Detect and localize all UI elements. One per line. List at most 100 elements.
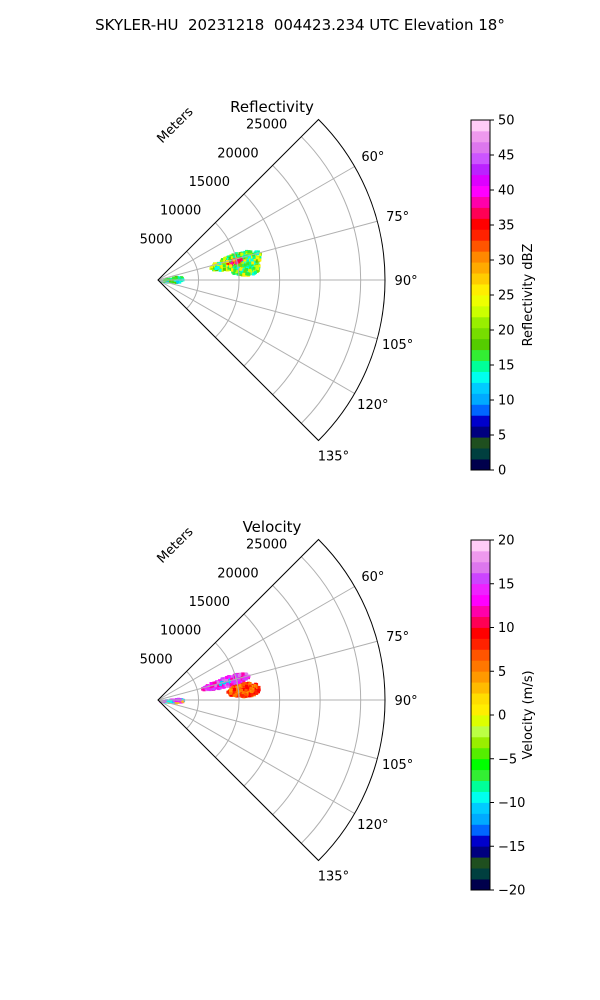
colorbar-tick-label: 50 — [498, 114, 515, 129]
echo-gate — [240, 689, 243, 692]
range-axis-label: Meters — [155, 104, 197, 146]
velocity-panel: Velocity 5000 10000 15000 20000 25000 Meters 60… — [140, 518, 536, 899]
echo-gate — [230, 680, 234, 684]
echo-gate — [230, 675, 234, 679]
echo-gate — [246, 262, 250, 266]
echo-gate — [216, 686, 220, 690]
echo-gate — [248, 694, 252, 698]
echo-gate — [243, 682, 247, 686]
echo-gate — [245, 267, 249, 271]
echo-gate — [230, 677, 234, 681]
echo-gate — [241, 692, 245, 695]
echo-gate — [256, 250, 260, 254]
echo-gate — [237, 264, 241, 267]
echo-gate — [176, 700, 180, 704]
echo-gate — [230, 262, 234, 266]
echo-gate — [234, 254, 238, 258]
echo-gate — [252, 689, 256, 693]
echo-gate — [246, 258, 250, 262]
colorbar-segment — [471, 846, 490, 858]
colorbar-tick-label: 15 — [498, 577, 515, 592]
echo-gate — [237, 258, 241, 262]
range-tick-label: 20000 — [217, 146, 258, 161]
echo-gate — [226, 690, 230, 694]
colorbar-segment — [471, 240, 490, 252]
echo-gate — [230, 691, 234, 695]
colorbar-segment — [471, 174, 490, 187]
echo-gate — [229, 689, 232, 693]
echo-gate — [256, 267, 260, 270]
echo-gate — [258, 253, 262, 257]
colorbar-segment — [471, 682, 490, 694]
echo-gate — [223, 259, 227, 263]
colorbar-segment — [471, 660, 490, 672]
echo-gate — [244, 694, 248, 698]
range-tick-label: 20000 — [217, 566, 258, 581]
echo-gate — [208, 687, 212, 691]
echo-gate — [228, 675, 232, 679]
azimuth-tick-label: 105° — [382, 758, 413, 773]
azimuth-gridline — [157, 586, 355, 701]
echo-gate — [249, 686, 253, 690]
colorbar-tick-label: 10 — [498, 394, 515, 409]
azimuth-gridline — [157, 699, 355, 814]
azimuth-tick-label: 90° — [395, 274, 418, 289]
echo-gate — [253, 270, 257, 274]
colorbar-segment — [471, 120, 490, 132]
echo-gate — [201, 687, 205, 691]
echo-gate — [250, 258, 254, 262]
echo-gate — [239, 267, 243, 271]
echo-gate — [222, 264, 226, 268]
colorbar-segment — [471, 802, 490, 814]
echo-gate — [229, 264, 233, 268]
echo-gate — [222, 681, 226, 685]
colorbar-segment — [471, 649, 490, 661]
echo-gate — [257, 258, 261, 262]
echo-gate — [254, 684, 258, 688]
echo-gate — [251, 689, 255, 693]
colorbar-segment — [471, 638, 490, 650]
echo-gate — [235, 685, 239, 689]
echo-gate — [227, 266, 231, 270]
echo-gate — [231, 268, 234, 272]
colorbar-segment — [471, 371, 490, 383]
echo-gate — [244, 272, 248, 276]
colorbar-tick-label: 20 — [498, 534, 515, 549]
echo-gate — [228, 261, 232, 265]
colorbar-tick-label: 5 — [498, 665, 506, 680]
range-tick-label: 25000 — [246, 538, 287, 553]
echo-gate — [225, 678, 228, 682]
echo-gate — [232, 253, 236, 257]
colorbar-segment — [471, 693, 490, 705]
echo-gate — [169, 700, 172, 703]
colorbar-label: Reflectivity dBZ — [521, 244, 536, 347]
echo-gate — [238, 681, 241, 685]
echo-gate — [235, 688, 239, 692]
echo-gate — [239, 263, 243, 267]
echo-gate — [248, 255, 251, 259]
echo-gate — [229, 691, 233, 695]
colorbar-tick-label: 0 — [498, 464, 506, 479]
echo-gate — [255, 269, 259, 273]
echo-gate — [232, 675, 236, 679]
echo-gate — [173, 277, 177, 281]
echo-gate — [240, 685, 244, 689]
echo-gate — [243, 259, 247, 263]
colorbar-tick-label: 5 — [498, 429, 506, 444]
azimuth-tick-label: 135° — [318, 869, 349, 884]
echo-gate — [232, 690, 236, 694]
echo-gate — [230, 261, 234, 265]
colorbar-segment — [471, 550, 490, 563]
colorbar-segment — [471, 671, 490, 683]
echo-gate — [254, 265, 258, 269]
colorbar-segment — [471, 141, 490, 154]
echo-gate — [216, 680, 220, 684]
echo-gate — [224, 261, 227, 265]
colorbar-segment — [471, 824, 490, 836]
colorbar-segment — [471, 349, 490, 362]
echo-gate — [251, 272, 255, 276]
range-tick-label: 5000 — [140, 232, 173, 247]
colorbar-segment — [471, 196, 490, 208]
echo-gate — [248, 268, 252, 272]
